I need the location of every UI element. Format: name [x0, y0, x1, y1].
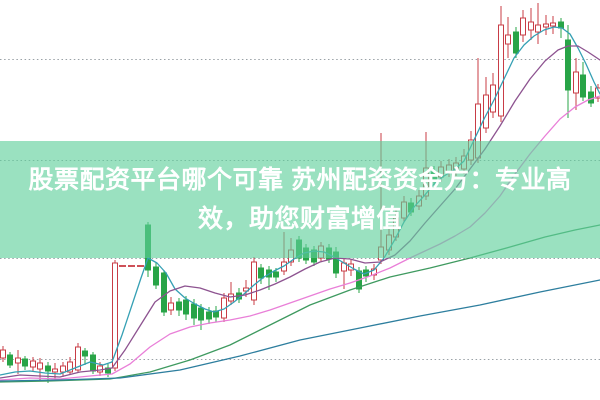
- candle-body-down: [82, 350, 88, 357]
- candle-body-up: [550, 22, 556, 27]
- candle-body-down: [105, 367, 111, 374]
- candle-body-down: [513, 31, 519, 54]
- candle-body-down: [273, 271, 279, 278]
- candle-body-up: [168, 302, 174, 311]
- candle-body-down: [258, 267, 264, 279]
- candle-body-up: [543, 23, 549, 28]
- ma-slowest-blue-line: [0, 279, 600, 382]
- candle-body-up: [505, 34, 511, 45]
- candle-body-up: [97, 365, 103, 373]
- candle-body-down: [565, 39, 571, 91]
- candle-body-up: [595, 87, 600, 99]
- candle-body-down: [580, 74, 586, 98]
- banner-title-line2: 效，助您财富增值: [197, 204, 402, 233]
- candle-body-up: [67, 361, 73, 373]
- candle-body-down: [45, 365, 51, 372]
- banner-title-line1: 股票配资平台哪个可靠 苏州配资资金方：专业高: [28, 165, 572, 194]
- candle-body-down: [153, 266, 159, 286]
- candle-body-up: [0, 349, 6, 359]
- candle-body-up: [60, 365, 66, 373]
- candle-body-down: [198, 307, 204, 321]
- candle-body-up: [30, 360, 36, 368]
- candle-body-up: [112, 262, 118, 369]
- candle-body-down: [7, 354, 13, 366]
- candle-body-up: [251, 261, 257, 301]
- candle-body-up: [498, 24, 504, 117]
- candle-body-down: [206, 311, 212, 320]
- candle-body-down: [183, 299, 189, 315]
- candle-body-up: [37, 362, 43, 370]
- candle-body-up: [52, 368, 58, 373]
- candle-body-down: [161, 272, 167, 313]
- candle-body-up: [573, 71, 579, 94]
- promo-banner: 股票配资平台哪个可靠 苏州配资资金方：专业高 效，助您财富增值: [0, 141, 600, 258]
- candle-body-up: [15, 357, 21, 364]
- candle-body-down: [22, 358, 28, 367]
- candle-body-down: [191, 303, 197, 319]
- candle-body-up: [490, 84, 496, 113]
- candle-body-up: [528, 21, 534, 31]
- ma-mid-purple-line: [0, 45, 600, 379]
- candle-body-up: [520, 17, 526, 36]
- candle-body-up: [535, 24, 541, 33]
- candle-body-down: [588, 91, 594, 104]
- candle-body-up: [75, 346, 81, 371]
- candle-body-down: [176, 301, 182, 311]
